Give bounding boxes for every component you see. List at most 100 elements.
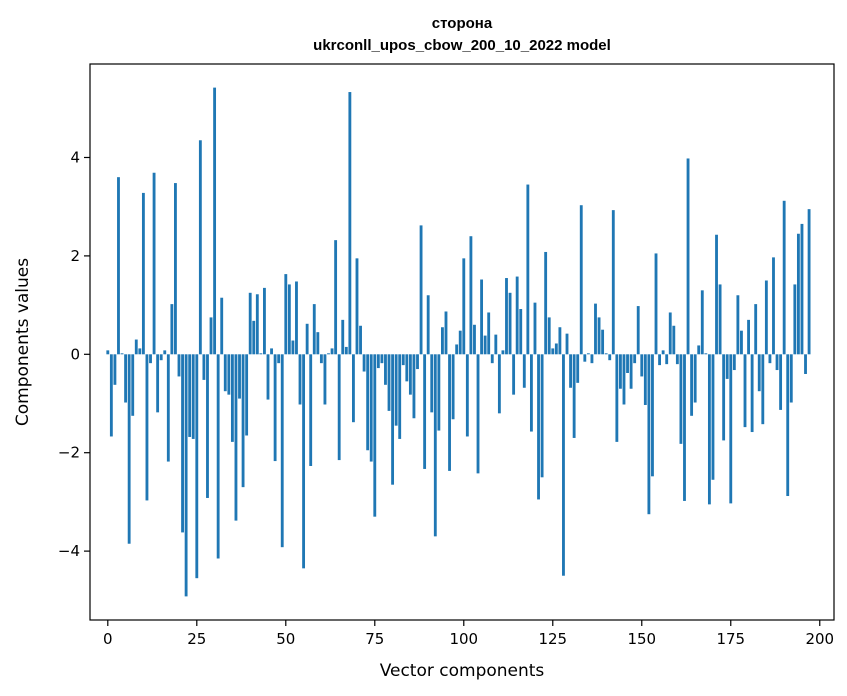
x-tick-label: 125 <box>538 630 567 648</box>
bar-component-72 <box>362 354 366 372</box>
bar-component-107 <box>487 312 491 355</box>
y-axis-label: Components values <box>13 258 33 426</box>
bar-component-136 <box>590 354 594 364</box>
bar-component-187 <box>772 257 775 355</box>
bar-component-158 <box>668 312 672 355</box>
bar-component-135 <box>586 353 590 355</box>
bar-component-181 <box>750 354 754 433</box>
bar-component-26 <box>198 140 202 355</box>
chart-title: сторона <box>432 15 493 32</box>
x-tick-label: 150 <box>627 630 656 648</box>
bar-component-5 <box>124 354 128 403</box>
bar-component-22 <box>184 354 188 597</box>
bar-component-17 <box>166 354 170 462</box>
bar-component-4 <box>120 353 124 355</box>
bar-component-78 <box>384 354 387 385</box>
bar-component-101 <box>465 354 469 437</box>
bar-component-49 <box>280 354 284 548</box>
x-axis-ticks: 0 25 50 75 100 125 150 175 200 <box>103 620 834 648</box>
bar-component-20 <box>177 354 181 377</box>
bar-component-163 <box>686 158 690 355</box>
bar-component-171 <box>715 234 718 355</box>
bar-component-7 <box>131 354 135 416</box>
x-tick-label: 25 <box>187 630 206 648</box>
bar-component-118 <box>526 184 530 355</box>
bar-component-108 <box>490 354 494 364</box>
bar-component-64 <box>334 240 338 355</box>
bar-component-137 <box>594 303 597 355</box>
bar-component-115 <box>515 276 519 355</box>
bar-component-32 <box>220 297 224 355</box>
bar-component-152 <box>647 354 651 515</box>
bar-component-126 <box>554 343 558 355</box>
bar-component-97 <box>451 354 455 420</box>
x-tick-label: 200 <box>805 630 834 648</box>
bar-component-186 <box>768 354 772 364</box>
bar-component-95 <box>444 311 448 355</box>
bar-component-131 <box>572 354 576 438</box>
bar-component-90 <box>426 295 430 355</box>
bar-component-81 <box>394 354 398 426</box>
bar-component-127 <box>558 327 562 355</box>
bar-component-83 <box>401 354 405 366</box>
bar-component-15 <box>159 354 163 361</box>
bar-component-59 <box>316 332 320 355</box>
bar-component-125 <box>551 348 555 355</box>
bar-component-140 <box>604 353 608 355</box>
bar-component-63 <box>330 348 334 355</box>
bar-component-151 <box>643 354 647 405</box>
bar-component-73 <box>366 354 370 451</box>
x-tick-label: 0 <box>103 630 113 648</box>
bar-component-91 <box>430 354 434 413</box>
bar-component-183 <box>757 354 761 392</box>
bar-component-105 <box>480 279 484 355</box>
bar-component-19 <box>174 183 177 355</box>
bar-component-190 <box>782 200 786 355</box>
bar-component-192 <box>789 354 793 403</box>
bar-component-156 <box>661 350 665 355</box>
bar-component-180 <box>747 319 750 355</box>
bar-component-114 <box>512 354 516 395</box>
bar-component-145 <box>622 354 626 405</box>
bar-component-128 <box>562 354 565 576</box>
bar-component-54 <box>298 354 302 405</box>
bar-component-120 <box>533 302 537 355</box>
bar-component-157 <box>665 354 669 365</box>
bar-component-191 <box>786 354 790 497</box>
bar-component-170 <box>711 354 715 480</box>
bar-component-150 <box>640 354 644 377</box>
bar-component-130 <box>569 354 572 388</box>
bar-component-167 <box>700 290 704 355</box>
x-tick-label: 175 <box>716 630 745 648</box>
bar-component-53 <box>295 281 298 355</box>
bar-component-28 <box>206 354 209 498</box>
bar-component-38 <box>241 354 245 488</box>
bar-component-2 <box>113 354 117 385</box>
bar-component-196 <box>804 354 807 374</box>
bar-component-79 <box>387 354 391 411</box>
bar-component-102 <box>469 236 473 355</box>
bar-component-24 <box>191 354 195 439</box>
bar-component-37 <box>238 354 241 399</box>
bar-component-100 <box>462 258 466 355</box>
bar-component-148 <box>633 354 637 364</box>
bar-component-88 <box>419 225 423 355</box>
bar-component-56 <box>305 323 309 355</box>
bar-component-172 <box>718 284 722 355</box>
bar-component-85 <box>408 354 412 395</box>
bar-component-138 <box>597 317 601 355</box>
bar-component-36 <box>234 354 238 521</box>
x-tick-label: 50 <box>276 630 295 648</box>
bar-component-60 <box>319 354 323 364</box>
bar-component-11 <box>145 354 149 501</box>
bar-component-173 <box>722 354 726 441</box>
bar-component-47 <box>273 354 277 462</box>
bar-component-77 <box>380 354 384 364</box>
x-axis-label: Vector components <box>380 661 545 681</box>
bar-component-119 <box>529 354 533 432</box>
bar-component-174 <box>725 354 729 379</box>
bar-component-86 <box>412 354 416 419</box>
bar-component-176 <box>732 354 736 371</box>
bar-component-69 <box>352 354 355 423</box>
bar-component-177 <box>736 295 740 355</box>
